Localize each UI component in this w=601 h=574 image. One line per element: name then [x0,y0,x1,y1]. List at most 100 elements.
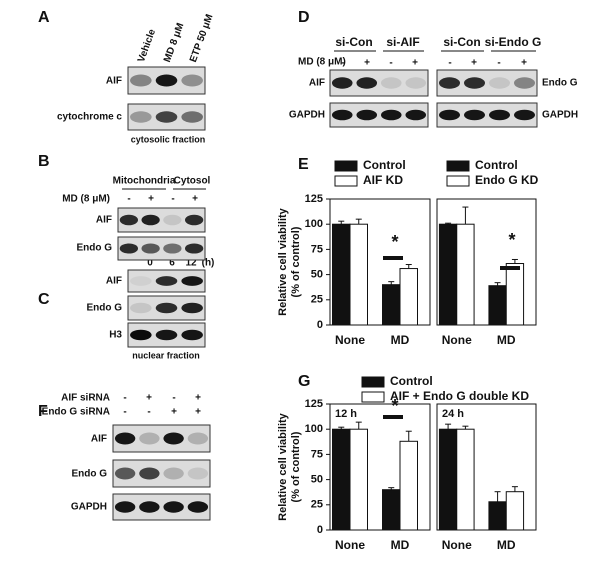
bar [488,501,507,531]
band [114,467,136,480]
bar [399,440,418,531]
caption: cytosolic fraction [131,134,206,144]
error-bar [388,281,395,285]
band [163,214,182,226]
band [155,111,178,123]
annotation: 12 h [335,408,357,420]
caption: nuclear fraction [132,350,200,360]
band [187,467,209,480]
band [163,243,182,254]
sign: + [195,407,201,418]
row-label: AIF [309,78,325,89]
sign: - [171,194,174,205]
error-bar [388,487,395,490]
group-label: si-Endo G [485,35,542,49]
bar [488,285,507,326]
y-tick-label: 125 [305,193,323,205]
treatment-label: MD (8 μM) [298,57,346,68]
blot [117,236,206,261]
bar [438,428,458,531]
row-label: Endo G [542,78,578,89]
band [130,276,152,286]
band [181,276,203,286]
x-tick-label: None [335,333,365,347]
error-bar [494,282,501,286]
legend-swatch [361,391,385,403]
band [130,329,152,341]
band [139,432,160,445]
annotation: * [508,230,515,250]
sign: - [389,58,392,69]
error-bar [462,425,469,430]
band [114,501,136,513]
band [155,74,178,87]
y-tick-label: 125 [305,398,323,410]
x-tick-label: None [442,538,472,552]
error-bar [511,258,518,264]
bar [349,428,368,531]
error-bar [405,264,412,269]
legend-swatch [446,160,470,172]
sign: + [521,58,527,69]
band [130,302,152,314]
row-label: Endo G [71,469,107,480]
band [439,77,460,89]
error-bar [338,220,345,225]
band [405,109,427,121]
band [163,467,184,480]
error-bar [355,421,362,430]
error-bar [405,430,412,442]
bar [349,223,368,326]
panel-label: F [38,403,48,420]
error-bar [338,426,345,430]
sign: + [195,393,201,404]
bar [505,263,525,326]
error-bar [511,486,518,492]
band [119,243,139,254]
error-bar [462,206,469,225]
y-tick-label: 75 [311,448,323,460]
band [163,432,184,445]
row-label: GAPDH [542,110,578,121]
band [331,109,353,121]
band [163,501,184,513]
panel-label: A [38,9,50,26]
band [139,501,160,513]
blot [329,69,429,97]
legend-swatch [334,175,358,187]
band [119,214,139,226]
row-label: AIF [106,276,122,287]
y-tick-label: 0 [317,319,323,331]
y-axis-label: Relative cell viability [277,412,289,520]
error-bar [494,491,501,502]
column-label: ETP 50 μM [188,13,216,64]
x-tick-label: MD [497,333,516,347]
group-label: Mitochondria [113,176,176,187]
y-axis-label: Relative cell viability [277,207,289,315]
band [181,111,203,123]
x-tick-label: MD [391,333,410,347]
band [331,77,353,89]
band [184,214,204,226]
sign: - [147,407,150,418]
column-label: Vehicle [136,27,158,64]
y-tick-label: 50 [311,269,323,281]
row-label: AIF [106,76,122,87]
sign: - [341,58,344,69]
band [187,501,209,513]
row-label: AIF [96,215,112,226]
row-label: AIF [91,434,107,445]
band [514,109,535,121]
time-label: 0 [147,258,153,269]
annotation: 24 h [442,408,464,420]
row-label: H3 [109,330,122,341]
sign: + [171,407,177,418]
legend-label: Endo G KD [475,173,539,187]
y-tick-label: 25 [311,294,323,306]
error-bar [445,423,452,430]
legend-label: AIF + Endo G double KD [390,389,529,403]
sign: + [146,393,152,404]
y-tick-label: 75 [311,243,323,255]
panel-label: G [298,373,310,390]
band [439,109,460,121]
